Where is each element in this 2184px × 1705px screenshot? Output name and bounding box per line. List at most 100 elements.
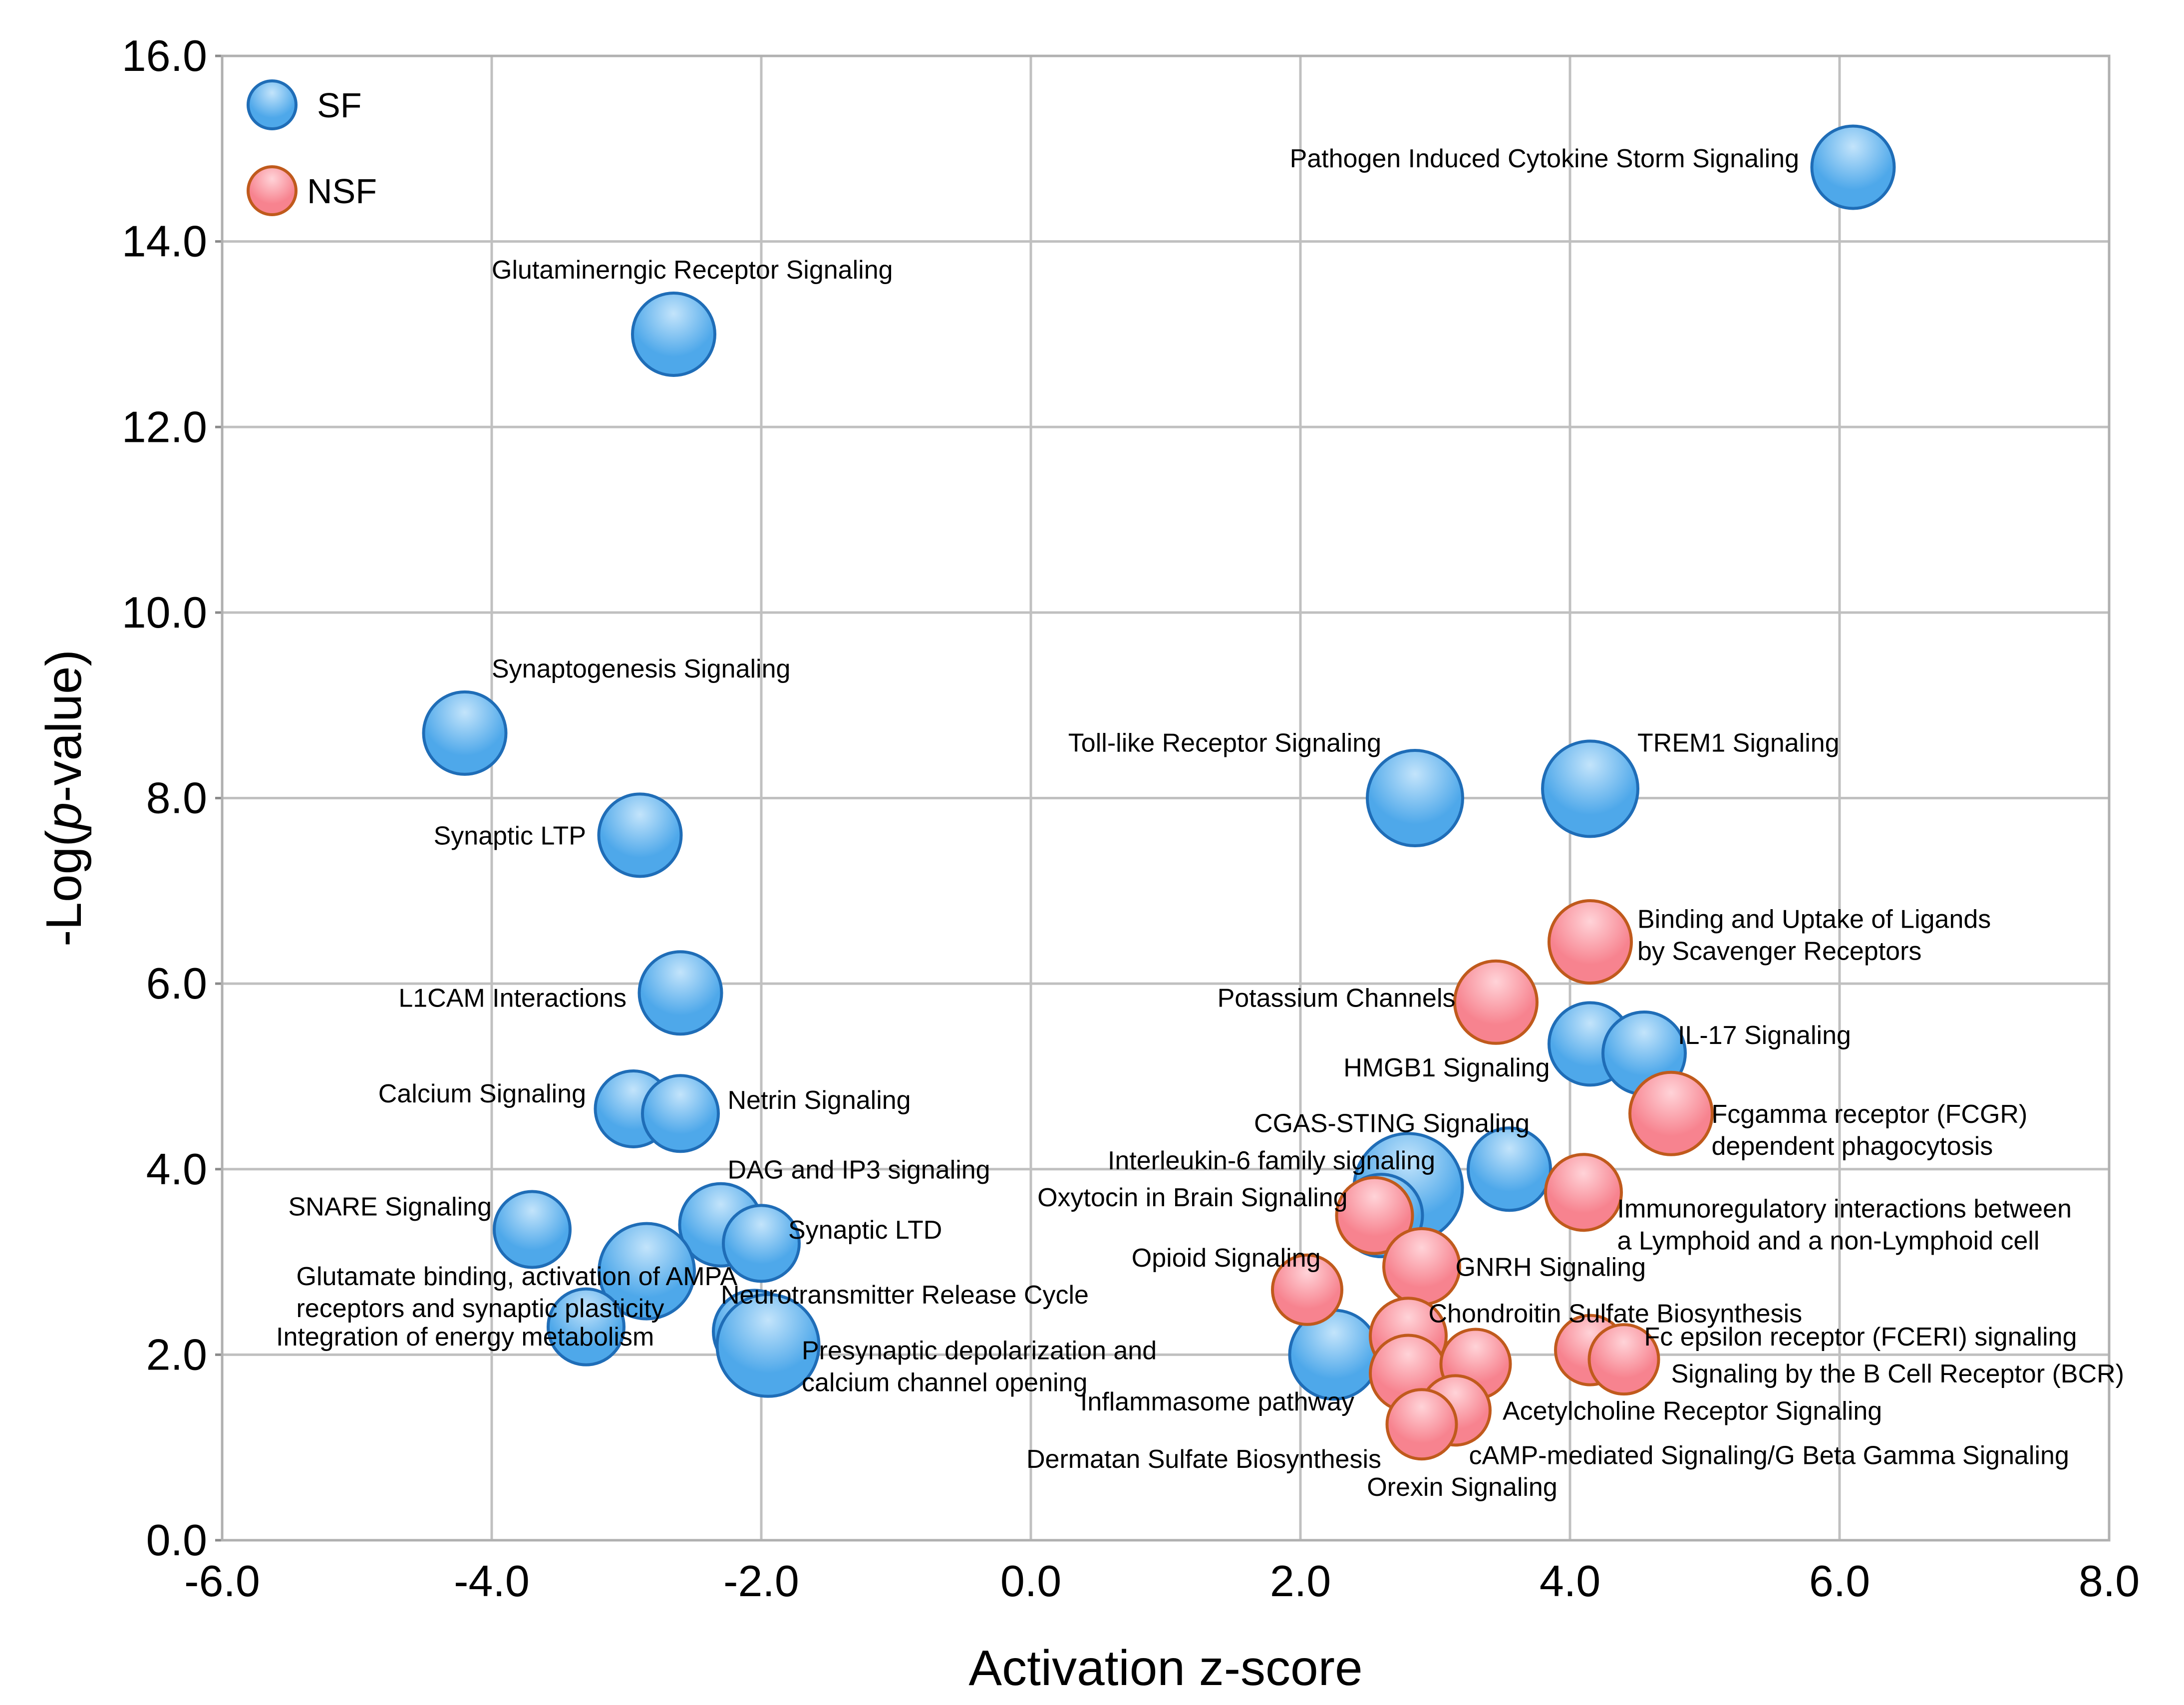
y-tick-label: 8.0 (146, 773, 207, 823)
nsf-bubble (1587, 1323, 1660, 1396)
point-label-line: Netrin Signaling (728, 1086, 911, 1115)
point-label: Immunoregulatory interactions between a L… (1617, 1194, 2072, 1255)
point-label-line: dependent phagocytosis (1712, 1132, 1993, 1161)
point-label: SNARE Signaling (288, 1193, 492, 1222)
point-label-line: Integration of energy metabolism (276, 1323, 654, 1352)
point-label-line: TREM1 Signaling (1637, 729, 1840, 758)
legend-nsf-marker (247, 165, 298, 216)
x-tick-label: 8.0 (2079, 1556, 2140, 1606)
point-label-line: Signaling by the B Cell Receptor (BCR) (1671, 1360, 2125, 1388)
point-label: IL-17 Signaling (1678, 1021, 1851, 1050)
point-label: Synaptic LTD (788, 1216, 942, 1245)
point-label: Fc epsilon receptor (FCERI) signaling (1644, 1323, 2077, 1352)
point-label: Synaptogenesis Signaling (492, 655, 790, 683)
x-tick-label: -6.0 (184, 1556, 260, 1606)
point-label: Integration of energy metabolism (276, 1323, 654, 1352)
legend: SF NSF (247, 79, 377, 216)
y-tick-label: 4.0 (146, 1144, 207, 1194)
sf-bubble (1366, 749, 1464, 847)
point-label-line: Inflammasome pathway (1080, 1387, 1354, 1416)
point-label: CGAS-STING Signaling (1254, 1109, 1530, 1138)
point-label-line: a Lymphoid and a non-Lymphoid cell (1617, 1226, 2040, 1255)
tick-labels: -6.0 -4.0 -2.0 0.0 2.0 4.0 6.0 8.0 0.0 2.0 4.0 6.0 8… (122, 31, 2140, 1606)
point-label-line: DAG and IP3 signaling (728, 1155, 990, 1184)
nsf-bubble (1335, 1176, 1414, 1255)
point-label: Acetylcholine Receptor Signaling (1503, 1396, 1882, 1425)
point-label-line: cAMP-mediated Signaling/G Beta Gamma Sig… (1469, 1441, 2069, 1470)
sf-bubble (1467, 1126, 1552, 1212)
sf-bubble (1810, 124, 1896, 210)
point-label-line: Dermatan Sulfate Biosynthesis (1026, 1445, 1381, 1474)
legend-sf-label: SF (317, 86, 361, 125)
point-label: Glutamate binding, activation of AMPA rec… (297, 1262, 738, 1323)
point-label-line: by Scavenger Receptors (1637, 937, 1921, 966)
sf-bubble (597, 792, 683, 878)
sf-bubble (631, 291, 716, 377)
y-tick-label: 16.0 (122, 31, 207, 80)
plot-frame (221, 54, 2111, 1542)
point-label-line: calcium channel opening (802, 1368, 1087, 1397)
sf-bubble (547, 1287, 625, 1366)
sf-bubble (715, 1293, 821, 1398)
nsf-bubble (1628, 1070, 1714, 1156)
point-label-line: Neurotransmitter Release Cycle (721, 1281, 1089, 1310)
point-label: Dermatan Sulfate Biosynthesis (1026, 1445, 1381, 1474)
point-label: TREM1 Signaling (1637, 729, 1840, 758)
point-label-line: Synaptogenesis Signaling (492, 655, 790, 683)
sf-bubble (722, 1204, 801, 1283)
point-label-line: Fc epsilon receptor (FCERI) signaling (1644, 1323, 2077, 1352)
x-tick-label: 6.0 (1809, 1556, 1870, 1606)
point-label-line: Immunoregulatory interactions between (1617, 1194, 2072, 1223)
data-points (422, 124, 1896, 1461)
point-label-line: Interleukin-6 family signaling (1108, 1146, 1435, 1175)
point-label-line: Calcium Signaling (378, 1079, 586, 1108)
y-axis-title-prefix: -Log( (36, 830, 92, 946)
x-tick-label: 2.0 (1270, 1556, 1331, 1606)
y-axis-title: -Log(p-value) (36, 650, 92, 947)
point-label: L1CAM Interactions (398, 984, 626, 1013)
sf-bubble (637, 950, 723, 1036)
point-label-line: Orexin Signaling (1367, 1473, 1558, 1502)
y-tick-label: 12.0 (122, 402, 207, 451)
point-label-line: Glutaminerngic Receptor Signaling (492, 256, 893, 285)
point-label-line: Binding and Uptake of Ligands (1637, 905, 1991, 934)
point-label: Binding and Uptake of Ligands by Scavenge… (1637, 905, 1991, 966)
point-label: cAMP-mediated Signaling/G Beta Gamma Sig… (1469, 1441, 2069, 1470)
point-label-line: Toll-like Receptor Signaling (1068, 729, 1381, 758)
point-label: GNRH Signaling (1456, 1253, 1646, 1282)
y-tick-label: 6.0 (146, 959, 207, 1008)
point-label: Pathogen Induced Cytokine Storm Signalin… (1290, 144, 1799, 173)
point-label-line: Potassium Channels (1218, 984, 1456, 1013)
sf-bubble (598, 1222, 696, 1321)
point-label-line: Presynaptic depolarization and (802, 1337, 1157, 1365)
point-label: Netrin Signaling (728, 1086, 911, 1115)
point-label-line: receptors and synaptic plasticity (297, 1294, 664, 1323)
point-label-line: Synaptic LTD (788, 1216, 942, 1245)
point-label: Opioid Signaling (1132, 1244, 1321, 1273)
point-label: Fcgamma receptor (FCGR) dependent phagocy… (1712, 1100, 2028, 1161)
nsf-bubble (1385, 1388, 1458, 1461)
y-tick-label: 10.0 (122, 588, 207, 637)
point-label: Interleukin-6 family signaling (1108, 1146, 1435, 1175)
point-label-line: CGAS-STING Signaling (1254, 1109, 1530, 1138)
point-label-line: Fcgamma receptor (FCGR) (1712, 1100, 2028, 1129)
point-label-line: L1CAM Interactions (398, 984, 626, 1013)
point-label: Presynaptic depolarization and calcium ch… (802, 1337, 1157, 1397)
point-label-line: Chondroitin Sulfate Biosynthesis (1429, 1299, 1803, 1328)
point-label: Toll-like Receptor Signaling (1068, 729, 1381, 758)
point-label-line: Glutamate binding, activation of AMPA (297, 1262, 738, 1291)
point-label: Inflammasome pathway (1080, 1387, 1354, 1416)
point-label-line: Oxytocin in Brain Signaling (1037, 1183, 1347, 1212)
y-tick-label: 2.0 (146, 1330, 207, 1379)
x-axis-title: Activation z-score (968, 1640, 1362, 1696)
y-axis-title-italic: p (36, 802, 92, 832)
point-label-line: Synaptic LTP (434, 821, 586, 850)
sf-bubble (641, 1074, 720, 1153)
point-label: Orexin Signaling (1367, 1473, 1558, 1502)
point-label: Synaptic LTP (434, 821, 586, 850)
point-label-line: Acetylcholine Receptor Signaling (1503, 1396, 1882, 1425)
nsf-bubble (1453, 959, 1539, 1045)
y-tick-label: 0.0 (146, 1515, 207, 1565)
point-label: Neurotransmitter Release Cycle (721, 1281, 1089, 1310)
nsf-bubble (1382, 1227, 1461, 1306)
